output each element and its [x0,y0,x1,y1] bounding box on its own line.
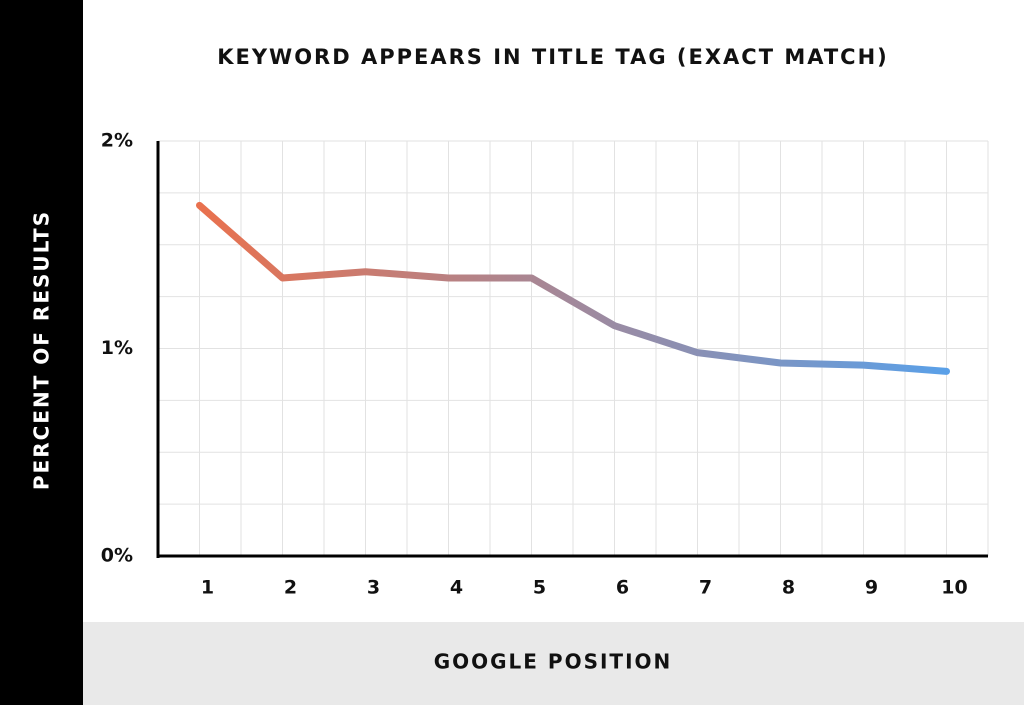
x-tick-label: 8 [782,577,795,599]
x-tick-label: 3 [367,577,380,599]
x-tick-label: 6 [616,577,629,599]
x-axis-label: GOOGLE POSITION [434,650,673,674]
data-line [196,201,950,375]
x-tick-label: 4 [450,577,463,599]
side-band [0,0,83,705]
plot-area: 0% 1% 2% 1 2 3 4 5 6 7 8 9 10 [101,130,989,599]
x-tick-label: 2 [284,577,297,599]
x-tick-label: 1 [201,577,214,599]
x-tick-label: 9 [865,577,878,599]
chart-title: KEYWORD APPEARS IN TITLE TAG (EXACT MATC… [217,45,889,69]
y-tick-label: 2% [101,130,133,152]
y-tick-label: 0% [101,545,133,567]
bottom-band [83,622,1024,705]
y-tick-label: 1% [101,337,133,359]
x-tick-label: 5 [533,577,546,599]
y-axis-label: PERCENT OF RESULTS [30,210,54,490]
x-tick-label: 10 [941,577,967,599]
x-tick-label: 7 [699,577,712,599]
